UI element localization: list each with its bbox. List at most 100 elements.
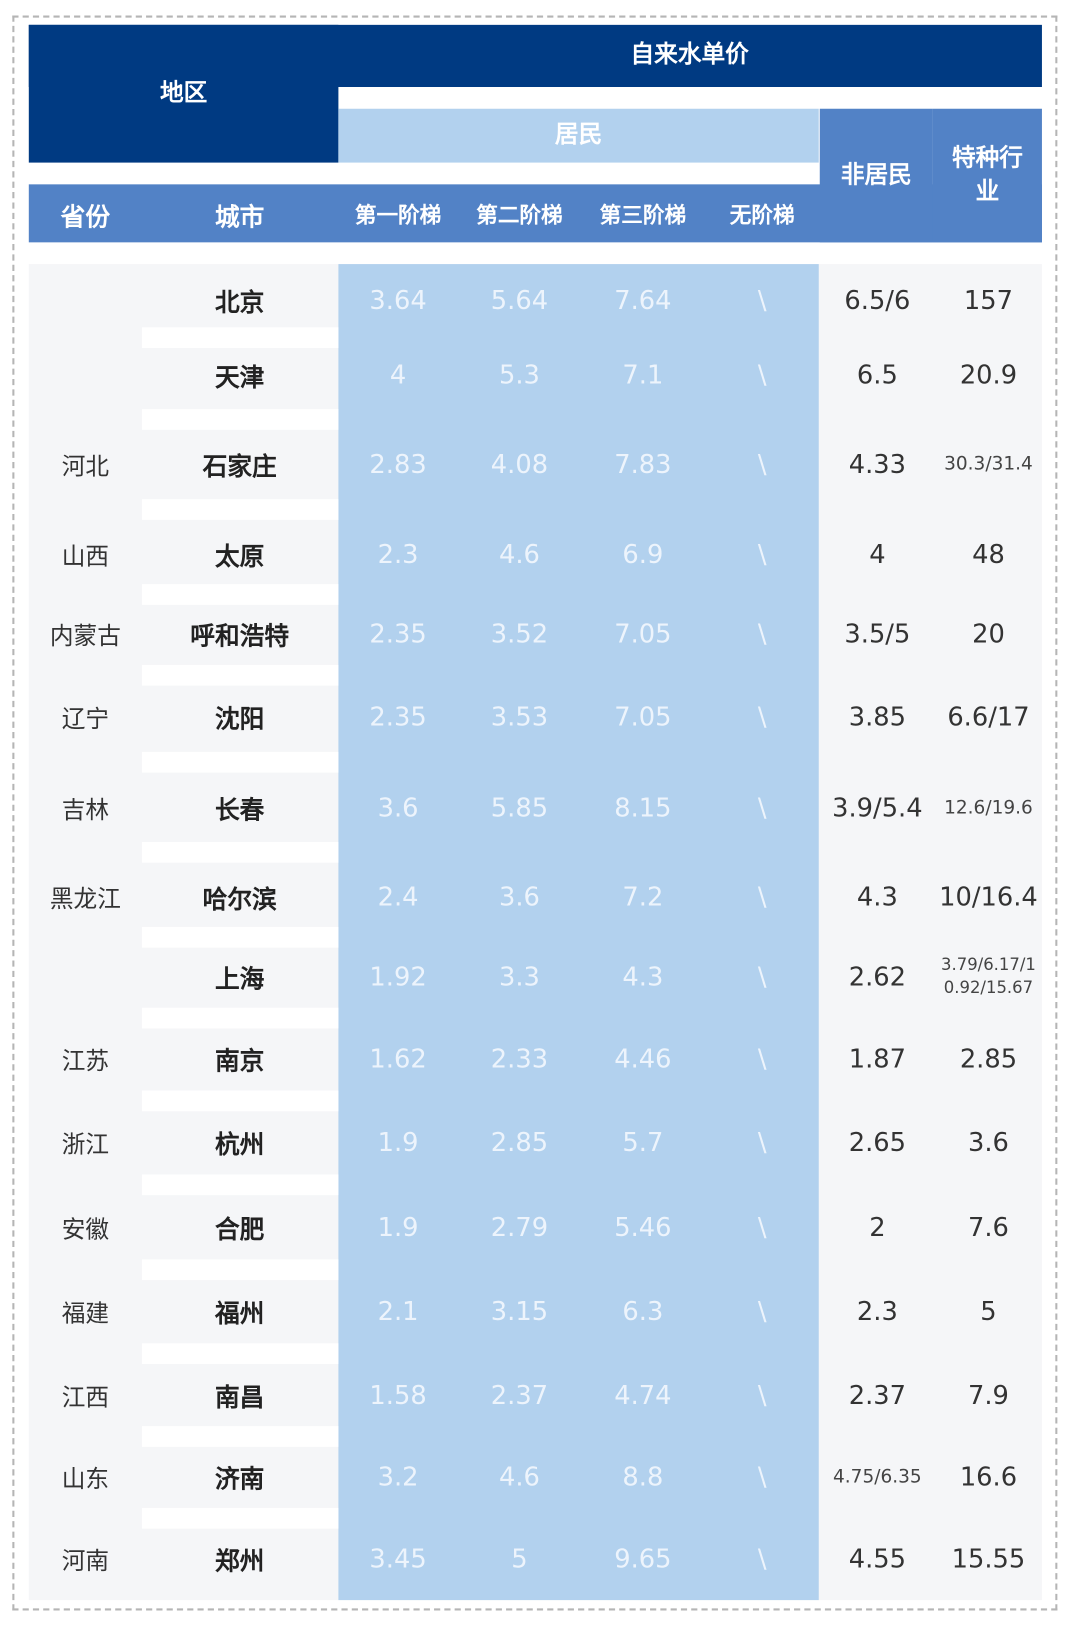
- cell-city: 南京: [214, 1046, 265, 1076]
- row-separator: [141, 327, 339, 348]
- cell-nonres: 2.65: [848, 1127, 907, 1158]
- cell-t1: 4: [389, 359, 407, 390]
- cell-t3: 7.05: [614, 701, 672, 732]
- cell-province: 河北: [61, 453, 110, 481]
- header-region: 地区: [28, 24, 339, 163]
- cell-none: \: [757, 961, 767, 992]
- cell-t3: 7.2: [622, 881, 664, 912]
- column-header: 城市: [214, 202, 265, 232]
- cell-t1: 3.64: [369, 285, 427, 316]
- cell-nonres: 4.33: [848, 448, 907, 479]
- cell-city: 南昌: [214, 1383, 265, 1413]
- cell-nonres: 4.3: [856, 881, 898, 912]
- row-separator: [141, 1007, 339, 1028]
- cell-nonres: 3.5/5: [844, 618, 911, 649]
- cell-t3: 5.7: [622, 1127, 664, 1158]
- cell-t2: 3.3: [498, 961, 540, 992]
- cell-t2: 3.52: [490, 618, 549, 649]
- cell-t3: 5.46: [614, 1212, 672, 1243]
- cell-t2: 2.79: [490, 1212, 549, 1243]
- cell-nonres: 6.5: [856, 359, 898, 390]
- cell-special: 15.55: [951, 1543, 1026, 1574]
- row-separator: [141, 751, 339, 773]
- header-non-residential-label: 非居民: [840, 161, 912, 189]
- cell-city: 福州: [214, 1299, 265, 1329]
- cell-special: 3.6: [968, 1127, 1009, 1158]
- cell-t2: 5.3: [498, 359, 540, 390]
- cell-nonres: 4.55: [848, 1543, 907, 1574]
- cell-t2: 5.64: [490, 285, 549, 316]
- row-separator: [141, 409, 339, 430]
- cell-t2: 3.15: [490, 1296, 549, 1327]
- cell-city: 呼和浩特: [190, 621, 290, 651]
- cell-t1: 2.3: [377, 539, 419, 570]
- cell-none: \: [757, 881, 767, 912]
- column-header: 第三阶梯: [599, 202, 687, 228]
- cell-city: 上海: [214, 964, 265, 994]
- cell-nonres: 1.87: [848, 1043, 907, 1074]
- cell-none: \: [757, 1043, 767, 1074]
- row-separator: [141, 1090, 339, 1111]
- cell-province: 吉林: [61, 797, 110, 825]
- cell-t3: 6.3: [622, 1296, 664, 1327]
- cell-city: 哈尔滨: [202, 884, 277, 914]
- cell-city: 北京: [214, 288, 265, 318]
- cell-t1: 2.1: [377, 1296, 419, 1327]
- cell-special: 2.85: [959, 1043, 1018, 1074]
- row-separator: [141, 1258, 339, 1280]
- cell-t1: 3.2: [377, 1461, 419, 1492]
- cell-t3: 9.65: [614, 1543, 672, 1574]
- cell-province: 内蒙古: [49, 623, 121, 651]
- cell-city: 长春: [214, 795, 265, 825]
- cell-city: 天津: [214, 363, 265, 393]
- row-separator: [141, 583, 339, 605]
- cell-none: \: [757, 1212, 767, 1243]
- cell-special: 157: [963, 285, 1013, 316]
- cell-nonres: 6.5/6: [844, 285, 911, 316]
- cell-t1: 1.62: [369, 1043, 427, 1074]
- cell-none: \: [757, 1127, 767, 1158]
- cell-special: 20.9: [959, 359, 1018, 390]
- cell-t1: 2.83: [369, 448, 427, 479]
- cell-none: \: [757, 701, 767, 732]
- cell-none: \: [757, 1461, 767, 1492]
- row-separator: [141, 498, 339, 520]
- row-separator: [141, 664, 339, 686]
- cell-city: 石家庄: [202, 452, 277, 482]
- cell-t3: 4.3: [622, 961, 664, 992]
- column-header: 第二阶梯: [476, 202, 563, 228]
- row-separator: [141, 1507, 339, 1529]
- cell-nonres: 2.3: [856, 1296, 898, 1327]
- cell-nonres: 2.62: [848, 961, 907, 992]
- cell-city: 郑州: [214, 1546, 265, 1576]
- cell-t1: 3.6: [377, 792, 419, 823]
- cell-t3: 4.46: [614, 1043, 672, 1074]
- cell-province: 黑龙江: [49, 886, 121, 914]
- cell-none: \: [757, 618, 767, 649]
- cell-t3: 7.1: [622, 359, 664, 390]
- cell-t1: 2.4: [377, 881, 419, 912]
- cell-province: 山东: [61, 1466, 110, 1494]
- column-header: 第一阶梯: [354, 202, 442, 228]
- cell-city: 合肥: [214, 1215, 265, 1245]
- cell-t2: 3.53: [490, 701, 549, 732]
- cell-t1: 1.58: [369, 1380, 427, 1411]
- cell-special: 6.6/17: [947, 701, 1030, 732]
- cell-province: 山西: [61, 543, 110, 571]
- cell-t2: 2.85: [490, 1127, 549, 1158]
- cell-special: 48: [972, 539, 1005, 570]
- row-separator: [141, 1425, 339, 1447]
- cell-province: 辽宁: [61, 706, 110, 734]
- cell-t3: 8.15: [614, 792, 672, 823]
- cell-t2: 2.33: [490, 1043, 549, 1074]
- cell-special: 20: [972, 618, 1005, 649]
- residential-band: [338, 264, 819, 1601]
- cell-none: \: [757, 1543, 767, 1574]
- cell-special: 7.6: [968, 1212, 1009, 1243]
- cell-special: 12.6/19.6: [944, 796, 1033, 819]
- cell-special: 5: [980, 1296, 997, 1327]
- cell-t1: 3.45: [369, 1543, 427, 1574]
- cell-city: 沈阳: [214, 704, 265, 734]
- header-residential: 居民: [338, 108, 819, 163]
- cell-t2: 2.37: [490, 1380, 549, 1411]
